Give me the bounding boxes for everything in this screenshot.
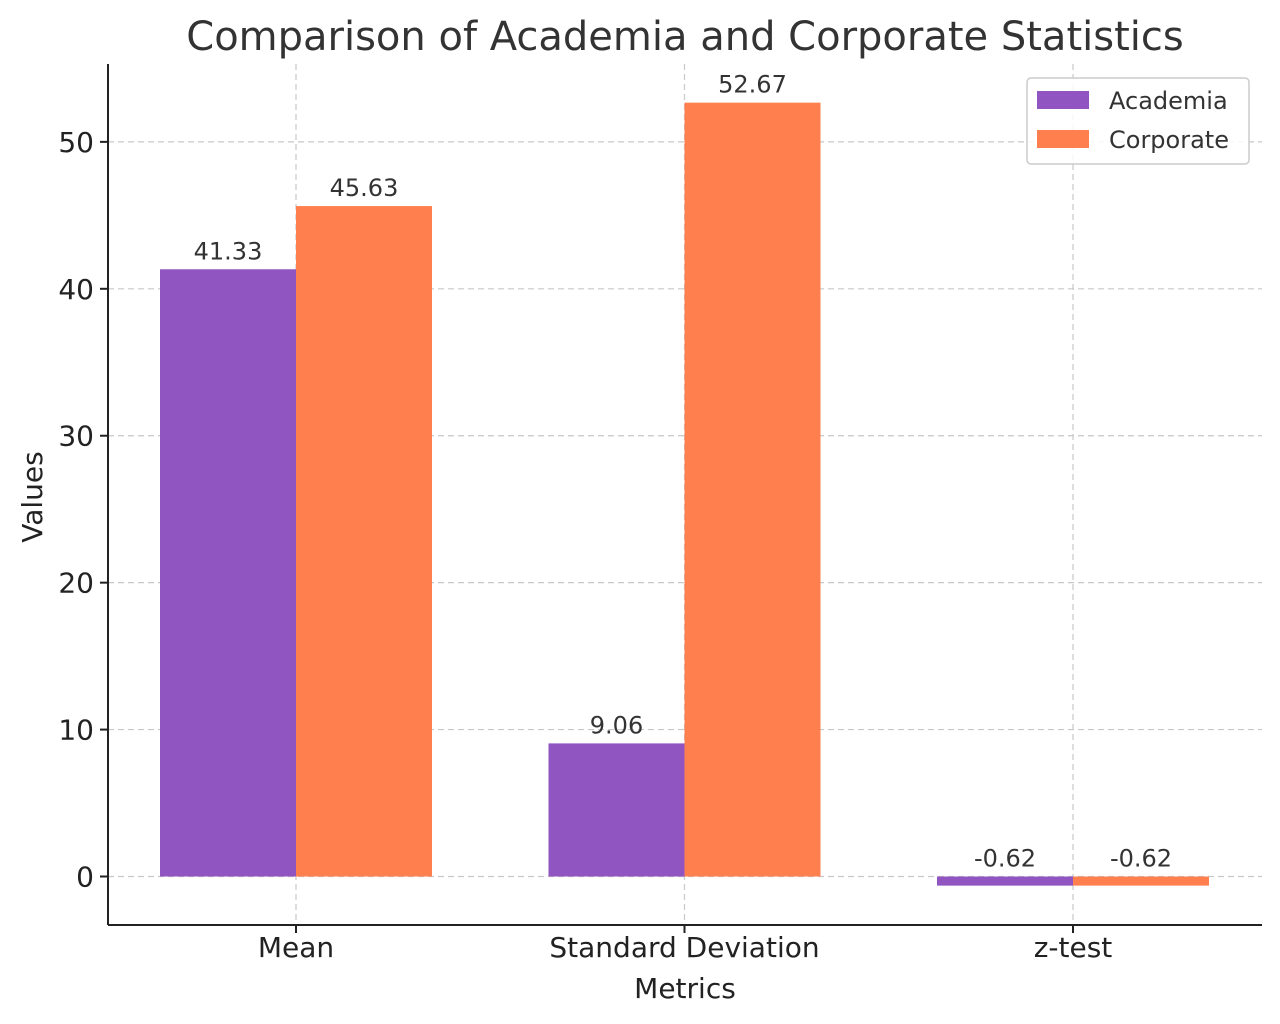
bar-corporate-2 (1073, 876, 1209, 886)
bar-corporate-1 (684, 102, 821, 877)
bars (160, 102, 1209, 886)
legend-swatch-corporate (1037, 130, 1089, 148)
x-tick-label: Standard Deviation (549, 931, 819, 964)
y-tick-label: 50 (58, 126, 94, 159)
legend-label-academia: Academia (1109, 87, 1228, 115)
y-tick-label: 10 (58, 714, 94, 747)
data-label: 9.06 (590, 711, 643, 739)
legend-swatch-academia (1037, 91, 1089, 109)
x-tick-label: z-test (1034, 931, 1113, 964)
bar-academia-2 (937, 876, 1073, 886)
chart-title: Comparison of Academia and Corporate Sta… (186, 14, 1183, 60)
y-tick-label: 20 (58, 567, 94, 600)
axes: 0 10 20 30 40 50 Mean Standard Deviation z-test (58, 64, 1262, 964)
y-tick-label: 30 (58, 420, 94, 453)
bar-corporate-0 (296, 206, 432, 877)
x-axis-label: Metrics (634, 972, 736, 1005)
data-label: -0.62 (1110, 845, 1172, 873)
y-tick-label: 40 (58, 273, 94, 306)
bar-academia-1 (548, 743, 685, 877)
y-axis-label: Values (16, 451, 49, 542)
data-labels: 41.33 9.06 -0.62 45.63 52.67 -0.62 (194, 71, 1172, 873)
data-label: 45.63 (330, 174, 399, 202)
legend-label-corporate: Corporate (1109, 126, 1229, 154)
legend: Academia Corporate (1026, 77, 1250, 165)
x-tick-label: Mean (258, 931, 334, 964)
y-tick-label: 0 (76, 861, 94, 894)
bar-academia-0 (160, 269, 296, 877)
data-label: 41.33 (194, 237, 263, 265)
data-label: -0.62 (974, 845, 1036, 873)
data-label: 52.67 (718, 71, 787, 99)
